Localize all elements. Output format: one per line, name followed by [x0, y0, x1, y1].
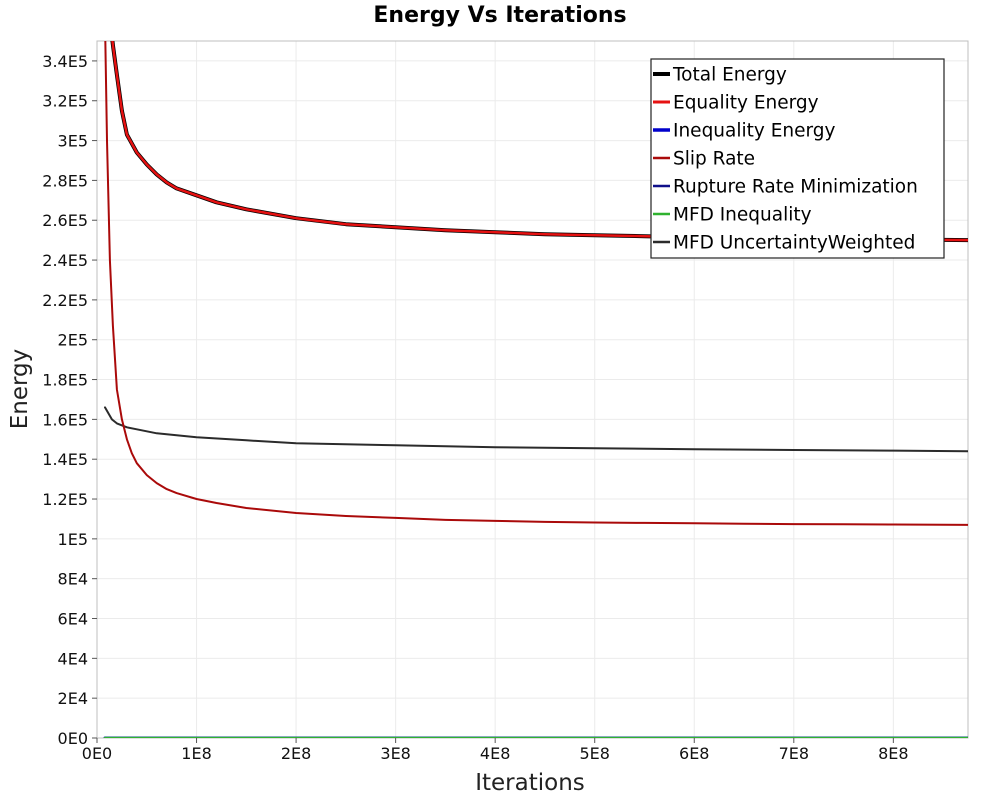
series-line-mfd-uncertaintyweighted [104, 406, 968, 453]
y-tick-label: 2.6E5 [42, 211, 88, 230]
y-tick-label: 3.2E5 [42, 92, 88, 111]
y-tick-label: 6E4 [58, 610, 88, 629]
y-tick-label: 4E4 [58, 649, 88, 668]
x-tick-label: 4E8 [480, 744, 510, 763]
y-tick-label: 1.6E5 [42, 410, 88, 429]
y-tick-label: 2E4 [58, 689, 88, 708]
y-tick-label: 3E5 [58, 132, 88, 151]
series-line-slip-rate [104, 41, 968, 526]
x-axis-label: Iterations [475, 770, 585, 796]
y-tick-label: 1.8E5 [42, 371, 88, 390]
legend-entry: MFD Inequality [673, 205, 812, 226]
x-tick-label: 1E8 [181, 744, 211, 763]
y-axis-label: Energy [7, 349, 33, 430]
y-tick-label: 2.4E5 [42, 251, 88, 270]
y-axis-ticks: 0E0 2E4 4E4 6E4 8E4 1E5 1.2E5 1.4E5 1.6E5 1.8E5 2E… [42, 52, 97, 748]
y-tick-label: 1.4E5 [42, 450, 88, 469]
x-tick-label: 3E8 [380, 744, 410, 763]
legend-entry: Rupture Rate Minimization [673, 177, 918, 198]
y-tick-label: 1E5 [58, 530, 88, 549]
y-tick-label: 2.2E5 [42, 291, 88, 310]
y-tick-label: 2E5 [58, 331, 88, 350]
y-tick-label: 2.8E5 [42, 171, 88, 190]
chart-title: Energy Vs Iterations [373, 3, 626, 28]
legend-entry: Inequality Energy [673, 121, 836, 142]
legend-entry: Equality Energy [673, 93, 819, 114]
legend-entry: Slip Rate [673, 149, 755, 170]
x-tick-label: 6E8 [679, 744, 709, 763]
x-tick-label: 7E8 [779, 744, 809, 763]
x-tick-label: 2E8 [281, 744, 311, 763]
y-tick-label: 1.2E5 [42, 490, 88, 509]
legend-entry: Total Energy [672, 65, 787, 86]
y-tick-label: 3.4E5 [42, 52, 88, 71]
x-axis-ticks: 0E0 1E8 2E8 3E8 4E8 5E8 6E8 7E8 8E8 [82, 738, 909, 763]
x-tick-label: 8E8 [878, 744, 908, 763]
y-tick-label: 8E4 [58, 570, 88, 589]
x-tick-label: 5E8 [579, 744, 609, 763]
legend-entry: MFD UncertaintyWeighted [673, 233, 915, 254]
x-tick-label: 0E0 [82, 744, 112, 763]
y-tick-label: 0E0 [58, 729, 88, 748]
legend-box [650, 58, 945, 259]
legend: Total Energy Equality Energy Inequality En… [650, 58, 945, 259]
